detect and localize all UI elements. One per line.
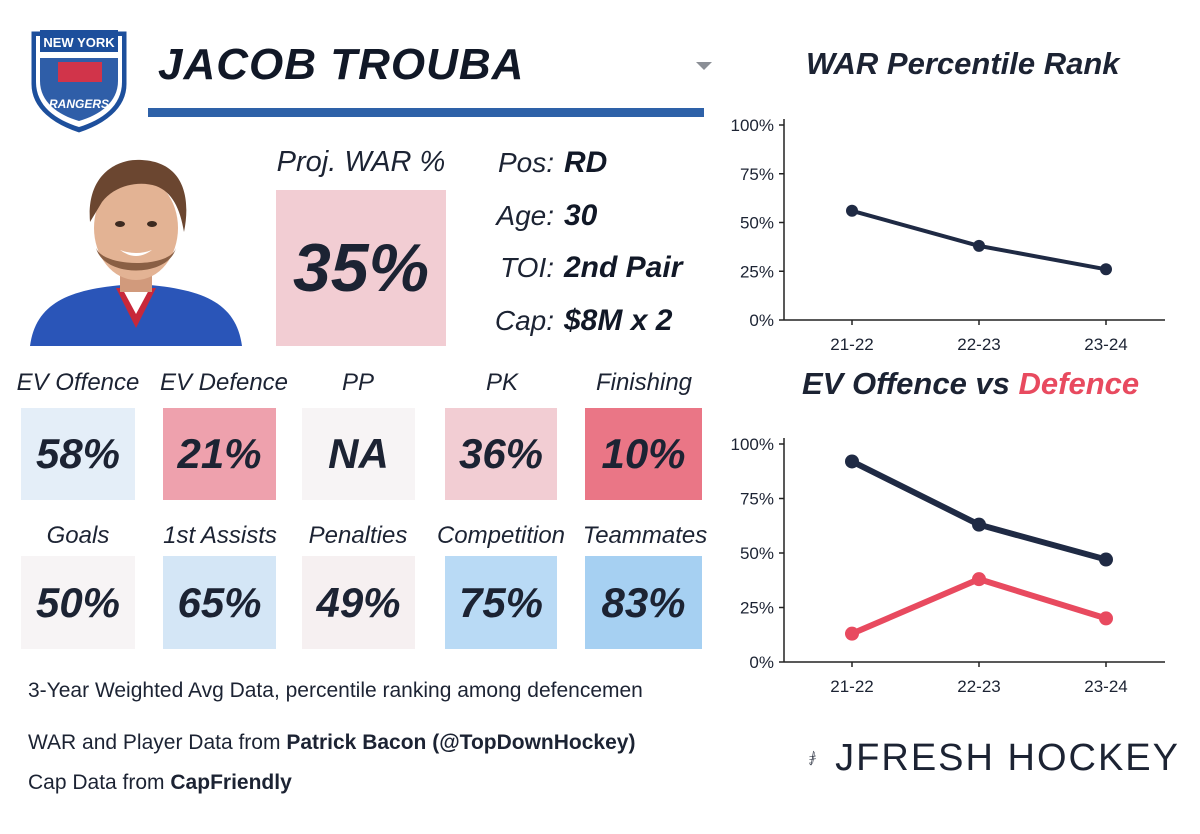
data-point <box>1099 552 1113 567</box>
data-point <box>972 517 986 532</box>
y-tick-label: 25% <box>740 599 774 618</box>
info-value: $8M x 2 <box>564 304 673 337</box>
brand-name: JFRESH HOCKEY <box>835 736 1180 779</box>
team-logo: NEW YORK RANGERS <box>28 28 130 136</box>
x-tick-label: 21-22 <box>830 335 873 354</box>
data-point <box>845 626 859 641</box>
y-tick-label: 75% <box>740 165 774 184</box>
logo-bottom-text: RANGERS <box>49 97 109 111</box>
metric-tile-ev-offence: 58% <box>21 408 135 500</box>
metric-tile-pk: 36% <box>445 408 557 500</box>
info-value: 2nd Pair <box>564 251 683 284</box>
metric-label-ev-offence: EV Offence <box>16 369 140 396</box>
metric-tile-1st-assists: 65% <box>163 556 276 649</box>
ev-chart-title-defence: Defence <box>1018 366 1140 401</box>
brand-footer: JFRESH HOCKEY <box>808 720 1180 796</box>
footnote-cap-source-prefix: Cap Data from <box>28 771 171 794</box>
metric-tile-teammates: 83% <box>585 556 702 649</box>
footnote-cap-source-name: CapFriendly <box>170 771 292 794</box>
info-row-position: Pos: RD <box>470 141 710 185</box>
info-row-cap: Cap: $8M x 2 <box>470 299 710 343</box>
war-chart-title: WAR Percentile Rank <box>806 46 1120 81</box>
metric-label-finishing: Finishing <box>595 369 693 396</box>
metric-label-teammates: Teammates <box>582 522 708 549</box>
footnote-cap-source: Cap Data from CapFriendly <box>28 771 292 795</box>
data-point <box>973 239 985 252</box>
y-tick-label: 50% <box>740 544 774 563</box>
ev-chart-title: EV Offence vs Defence <box>802 366 1139 402</box>
y-tick-label: 50% <box>740 214 774 233</box>
info-key: Cap: <box>494 305 554 336</box>
y-tick-label: 0% <box>749 311 774 330</box>
info-value: 30 <box>564 199 598 232</box>
war-percentile-chart: 0% 25% 50% 75% 100% 21-22 22-23 23-24 <box>731 116 1165 354</box>
player-name: JACOB TROUBA <box>158 40 525 89</box>
footnote-war-source-name: Patrick Bacon (@TopDownHockey) <box>286 731 636 754</box>
metric-label-penalties: Penalties <box>308 522 408 549</box>
x-tick-label: 21-22 <box>830 677 873 696</box>
jfresh-logo-icon <box>809 750 816 766</box>
data-point <box>1100 263 1112 276</box>
title-divider <box>148 108 704 117</box>
metric-tile-penalties: 49% <box>302 556 415 649</box>
info-value: RD <box>564 146 608 179</box>
x-tick-label: 22-23 <box>957 335 1000 354</box>
player-dropdown-icon[interactable] <box>696 62 712 70</box>
data-point <box>845 454 859 469</box>
metric-label-pk: PK <box>485 369 518 396</box>
y-tick-label: 0% <box>749 653 774 672</box>
data-point <box>972 572 986 587</box>
info-key: Pos: <box>497 147 554 178</box>
metric-tile-pp: NA <box>302 408 415 500</box>
series-line-ev-offence <box>850 458 1107 563</box>
x-tick-label: 23-24 <box>1084 335 1127 354</box>
y-tick-label: 25% <box>740 262 774 281</box>
ev-offence-defence-chart: 0% 25% 50% 75% 100% 21-22 22-23 23-24 <box>731 435 1165 696</box>
player-headshot <box>30 159 242 346</box>
y-tick-label: 75% <box>740 490 774 509</box>
info-key: TOI: <box>500 252 554 283</box>
proj-war-label: Proj. WAR % <box>276 146 446 178</box>
x-tick-label: 22-23 <box>957 677 1000 696</box>
metric-tile-goals: 50% <box>21 556 135 649</box>
logo-top-text: NEW YORK <box>43 35 115 50</box>
proj-war-value: 35% <box>276 190 446 346</box>
metric-label-goals: Goals <box>46 522 110 549</box>
metric-label-pp: PP <box>341 369 374 396</box>
footnote-methodology: 3-Year Weighted Avg Data, percentile ran… <box>28 679 643 702</box>
metric-label-1st-assists: 1st Assists <box>163 522 277 549</box>
info-row-toi: TOI: 2nd Pair <box>470 246 710 290</box>
metric-tile-ev-defence: 21% <box>163 408 276 500</box>
metric-label-ev-defence: EV Defence <box>159 369 289 396</box>
data-point <box>846 204 858 217</box>
y-tick-label: 100% <box>731 435 774 454</box>
data-point <box>1099 611 1113 626</box>
footnote-war-source-prefix: WAR and Player Data from <box>28 731 287 754</box>
x-tick-label: 23-24 <box>1084 677 1127 696</box>
y-tick-label: 100% <box>731 116 774 135</box>
metric-tile-finishing: 10% <box>585 408 702 500</box>
footnote-war-source: WAR and Player Data from Patrick Bacon (… <box>28 731 635 755</box>
ev-chart-title-offence: EV Offence vs <box>802 366 1019 401</box>
metric-label-competition: Competition <box>436 522 566 549</box>
info-key: Age: <box>496 200 554 231</box>
metric-tile-competition: 75% <box>445 556 557 649</box>
series-line-defence <box>850 576 1107 637</box>
info-row-age: Age: 30 <box>470 194 710 238</box>
